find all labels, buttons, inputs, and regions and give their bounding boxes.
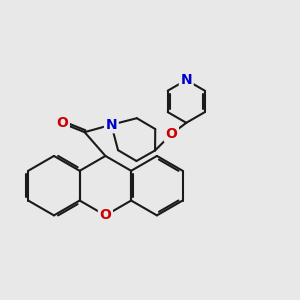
Text: N: N: [181, 73, 192, 87]
Text: O: O: [166, 127, 177, 141]
Text: N: N: [106, 118, 117, 132]
Text: O: O: [100, 208, 111, 222]
Text: O: O: [56, 116, 68, 130]
